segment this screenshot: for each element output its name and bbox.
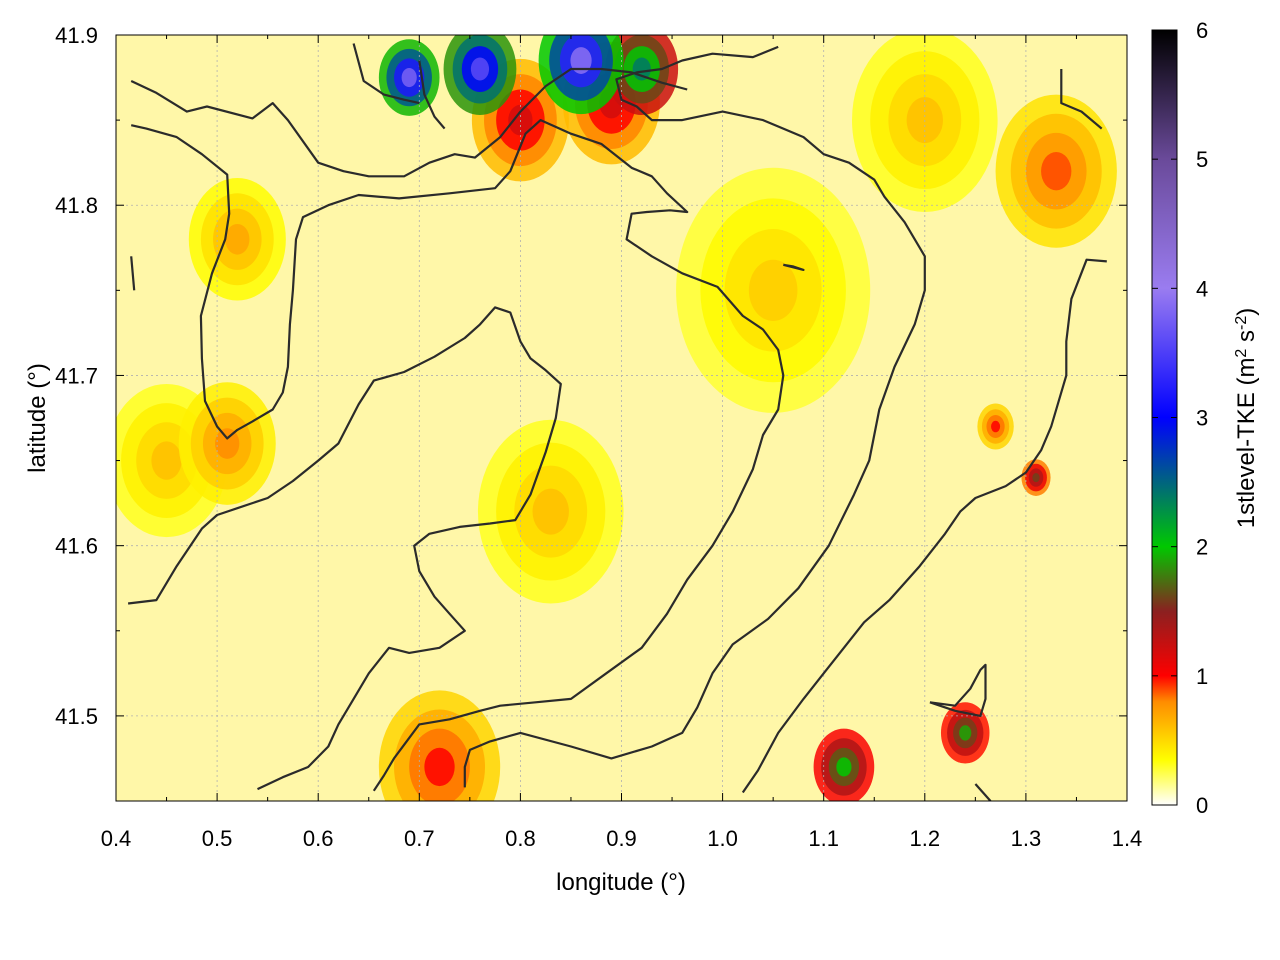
y-tick-label: 41.7 bbox=[55, 363, 98, 388]
x-tick-label: 1.1 bbox=[808, 826, 839, 851]
colorbar-ticks: 0 1 2 3 4 5 6 bbox=[1152, 18, 1208, 818]
heat-hotspot-13-ring-3 bbox=[836, 757, 852, 777]
heat-hotspot-5-ring-3 bbox=[215, 428, 240, 459]
heatmap-layer bbox=[116, 35, 1117, 801]
contour-line-0 bbox=[130, 67, 688, 178]
x-tick-label: 1.2 bbox=[910, 826, 941, 851]
x-tick-label: 0.5 bbox=[202, 826, 233, 851]
colorbar-tick-label: 6 bbox=[1196, 18, 1208, 43]
colorbar-tick-label: 3 bbox=[1196, 406, 1208, 431]
heat-hotspot-1-ring-3 bbox=[532, 488, 569, 535]
colorbar-tick-label: 1 bbox=[1196, 664, 1208, 689]
contour-line-4 bbox=[741, 258, 1107, 794]
contour-line-11 bbox=[352, 43, 420, 105]
colorbar: 0 1 2 3 4 5 6 1stlevel-TKE (m2 s-2) bbox=[1151, 18, 1261, 818]
colorbar-title: 1stlevel-TKE (m2 s-2) bbox=[1233, 308, 1261, 529]
contour-line-1 bbox=[130, 119, 785, 792]
contour-line-10 bbox=[418, 60, 446, 130]
contour-line-8 bbox=[130, 256, 136, 291]
colorbar-tick-label: 0 bbox=[1196, 793, 1208, 818]
heat-hotspot-2-ring-3 bbox=[151, 441, 182, 480]
y-axis: 41.5 41.6 41.7 41.8 41.9 bbox=[55, 23, 1127, 802]
x-tick-label: 0.6 bbox=[303, 826, 334, 851]
colorbar-tick-label: 4 bbox=[1196, 276, 1208, 301]
heat-hotspot-16-ring-3 bbox=[401, 67, 417, 88]
contour-line-5 bbox=[929, 663, 987, 717]
x-tick-label: 1.3 bbox=[1011, 826, 1042, 851]
x-tick-label: 0.9 bbox=[606, 826, 637, 851]
x-tick-label: 1.0 bbox=[707, 826, 738, 851]
x-axis-title: longitude (°) bbox=[556, 869, 686, 896]
colorbar-tick-label: 2 bbox=[1196, 535, 1208, 560]
x-tick-label: 0.7 bbox=[404, 826, 435, 851]
contour-lines bbox=[127, 43, 1107, 801]
x-tick-label: 0.8 bbox=[505, 826, 536, 851]
heat-hotspot-8-ring-3 bbox=[991, 420, 1001, 433]
colorbar-tick-label: 5 bbox=[1196, 147, 1208, 172]
x-axis: 0.4 0.5 0.6 0.7 0.8 0.9 1.0 1.1 1.2 1.3 1.4 bbox=[101, 35, 1143, 851]
y-axis-title: latitude (°) bbox=[24, 363, 51, 473]
y-tick-label: 41.8 bbox=[55, 193, 98, 218]
heat-hotspot-17-ring-3 bbox=[570, 47, 592, 74]
contour-line-9 bbox=[1060, 69, 1103, 130]
contour-line-7 bbox=[783, 263, 805, 271]
plot-area bbox=[115, 34, 1128, 802]
heat-hotspot-15-ring-3 bbox=[470, 57, 490, 81]
y-tick-label: 41.9 bbox=[55, 23, 98, 48]
heat-hotspot-0-ring-3 bbox=[748, 259, 798, 321]
contour-line-2 bbox=[463, 45, 926, 788]
y-tick-label: 41.5 bbox=[55, 704, 98, 729]
contour-line-6 bbox=[974, 783, 992, 801]
heat-hotspot-11-ring-3 bbox=[1032, 472, 1040, 483]
y-tick-label: 41.6 bbox=[55, 534, 98, 559]
contour-line-3 bbox=[127, 306, 562, 791]
x-tick-label: 0.4 bbox=[101, 826, 132, 851]
heat-hotspot-7-ring-3 bbox=[424, 747, 455, 787]
heat-hotspot-6-ring-3 bbox=[1041, 152, 1072, 191]
heat-hotspot-12-ring-3 bbox=[959, 725, 972, 741]
heat-hotspot-4-ring-3 bbox=[225, 223, 250, 255]
x-tick-label: 1.4 bbox=[1112, 826, 1143, 851]
